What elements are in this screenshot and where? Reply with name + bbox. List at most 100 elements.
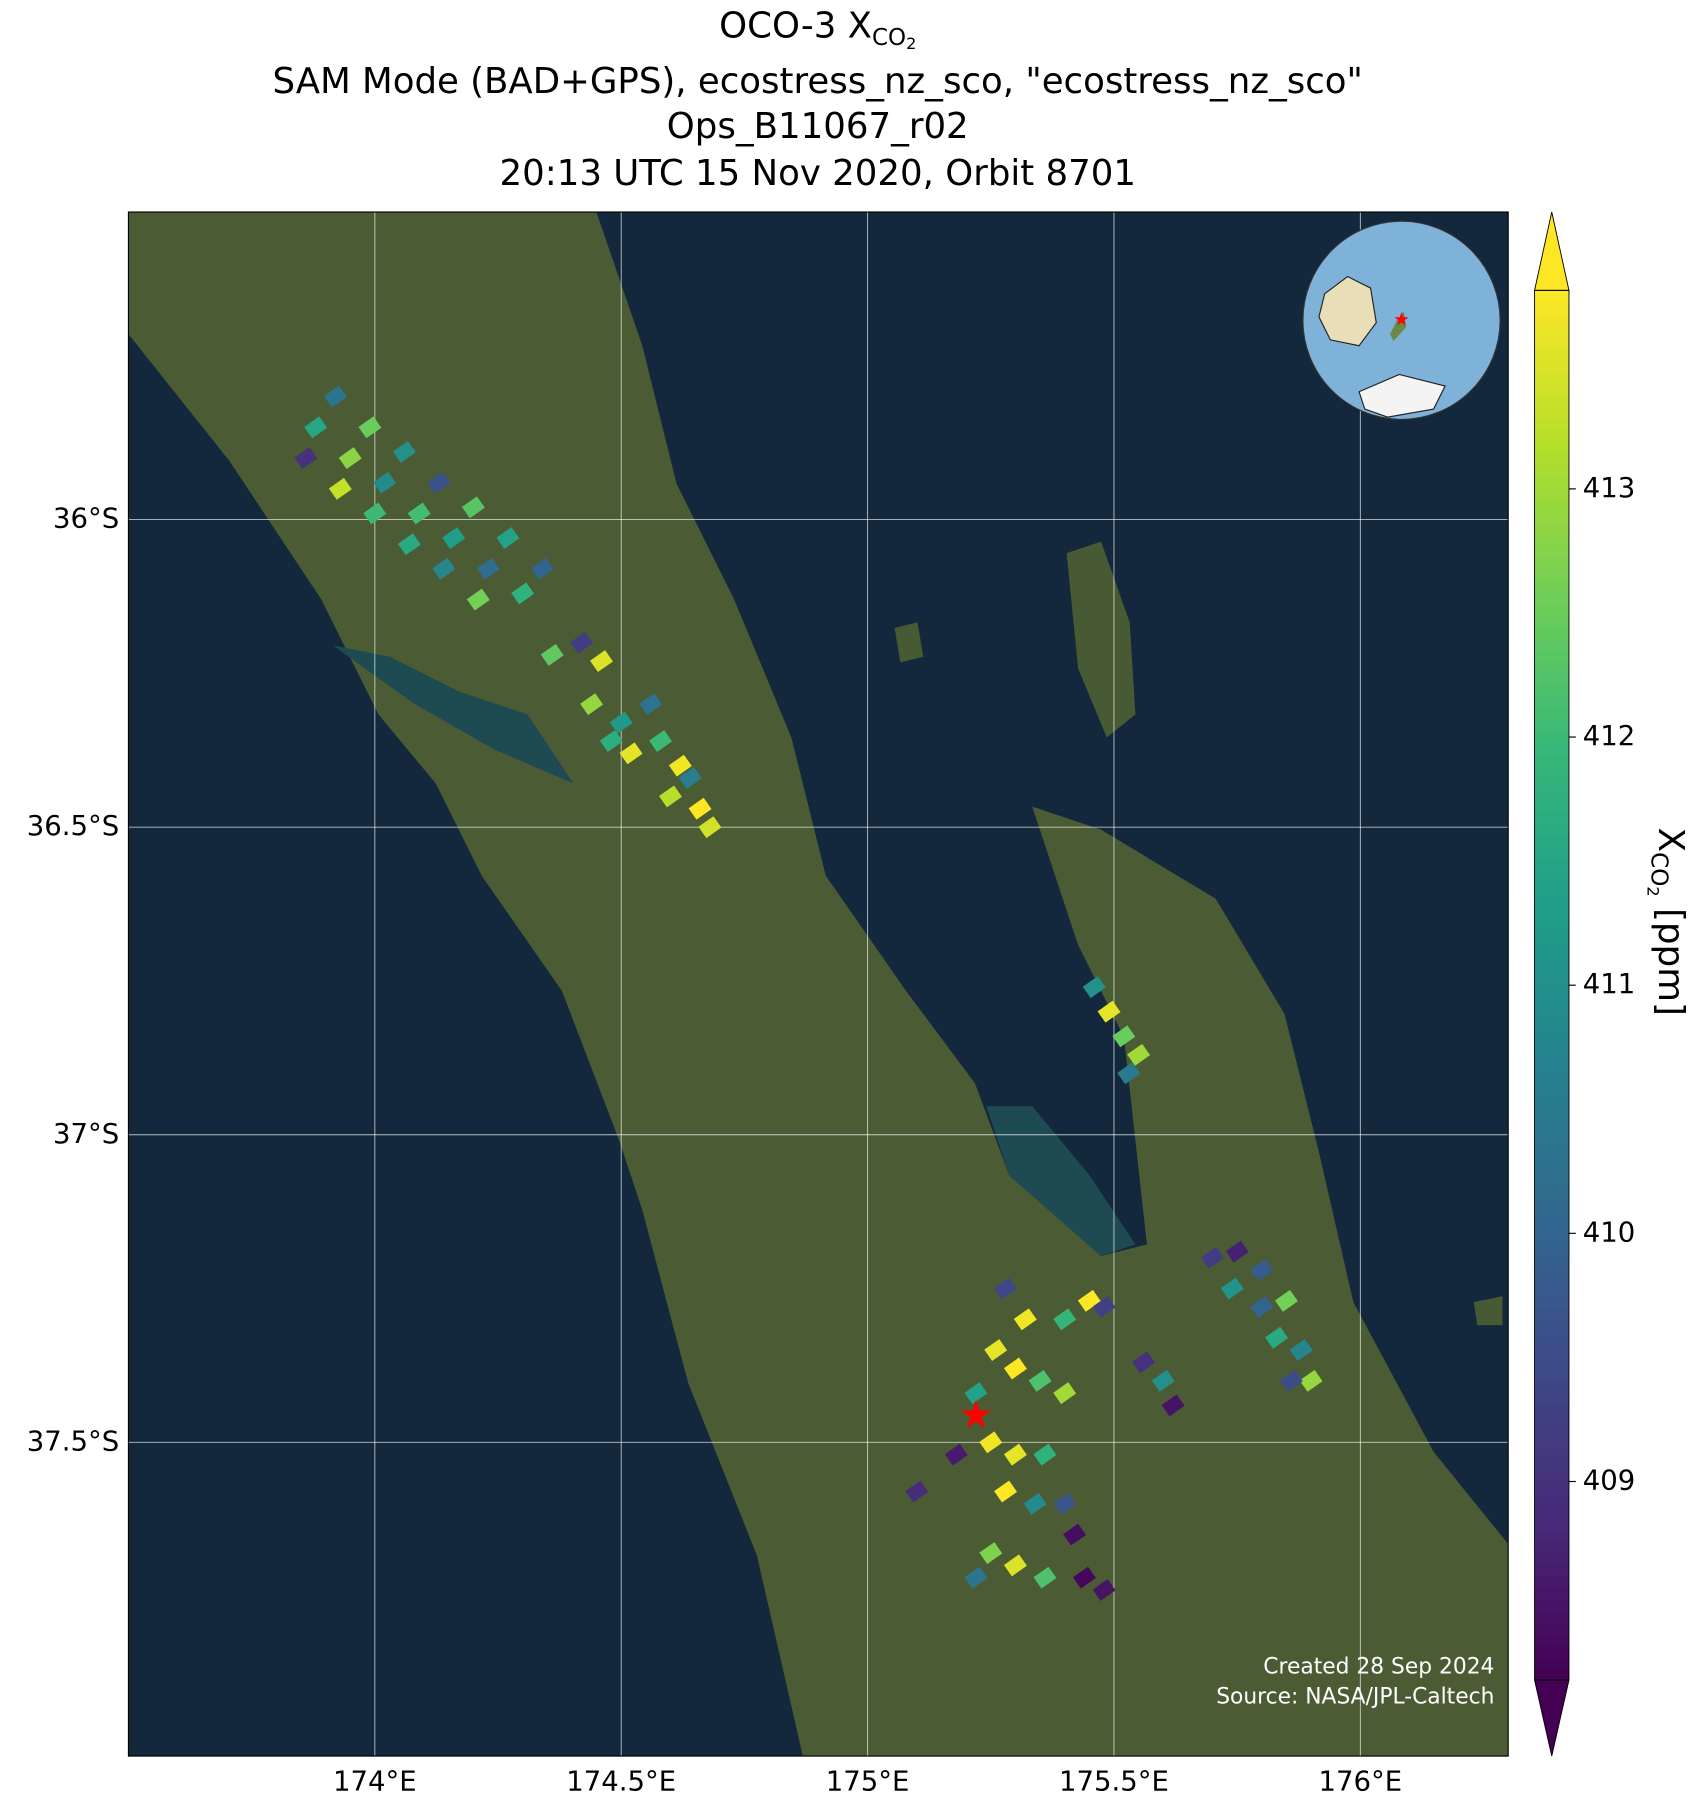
x-tick-label: 176°E [1319,1765,1403,1798]
colorbar-segment [1534,1355,1569,1369]
colorbar-segment [1534,1587,1569,1600]
colorbar-segment [1534,730,1569,743]
colorbar-segment [1534,1205,1569,1218]
antarctica [1358,373,1446,418]
footprint [1289,1339,1313,1362]
credit: Created 28 Sep 2024 [1263,1654,1494,1679]
footprint [590,650,613,673]
colorbar-segment [1534,1378,1569,1392]
footprint [323,385,347,408]
colorbar-segment [1534,904,1569,917]
footprint [1092,1579,1116,1601]
colorbar-segment [1534,1367,1569,1380]
colorbar-segment [1534,603,1569,616]
colorbar-segment [1534,383,1569,396]
colorbar-segment [1534,1170,1569,1183]
colorbar-segment [1534,1541,1569,1554]
colorbar-segment [1534,776,1569,790]
colorbar-segment [1534,1633,1569,1646]
colorbar-segment [1534,1043,1569,1056]
colorbar-segment [1534,1483,1569,1496]
colorbar-segment [1534,799,1569,813]
y-tick-label: 37.5°S [27,1424,119,1457]
colorbar-label-part: [ppm] [1650,897,1691,1016]
colorbar-segment [1534,1436,1569,1450]
footprint [1082,976,1106,999]
island [894,622,924,663]
footprint [609,711,633,734]
colorbar-segment [1534,371,1569,384]
colorbar-segment [1534,823,1569,836]
colorbar-segment [1534,649,1569,662]
colorbar-segment [1534,568,1569,581]
colorbar-segment [1534,950,1569,963]
colorbar-segment [1534,429,1569,442]
footprint [1201,1246,1224,1269]
colorbar-segment [1534,880,1569,894]
colorbar-segment [1534,1344,1569,1357]
colorbar-segment [1534,1031,1569,1044]
footprint [1033,1443,1057,1466]
x-tick-label: 174°E [333,1765,417,1798]
colorbar-label-part: X [1650,828,1691,852]
footprint [511,582,535,605]
colorbar-segment [1534,1251,1569,1264]
colorbar-label-part: CO [1646,852,1672,886]
colorbar-segment [1534,1321,1569,1334]
footprint [964,1382,988,1405]
footprint [1279,1369,1303,1392]
footprint [964,1566,988,1589]
colorbar-segment [1534,1506,1569,1519]
footprint [1003,1554,1027,1577]
colorbar-segment [1534,1100,1569,1114]
colorbar-segment [1534,1598,1569,1612]
colorbar-segment [1534,1263,1569,1276]
colorbar-segment [1534,660,1569,674]
footprint [1112,1025,1136,1048]
x-tick-label: 174.5°E [566,1765,676,1798]
colorbar-segment [1534,440,1569,454]
colorbar-label-part: 2 [1644,886,1663,896]
subtitle: SAM Mode (BAD+GPS), ecostress_nz_sco, "e… [273,61,1363,102]
colorbar-segment [1534,301,1569,315]
colorbar-segment [1534,313,1569,326]
colorbar-segment [1534,325,1569,338]
colorbar-segment [1534,464,1569,477]
target-marker: ★ [959,1393,994,1438]
colorbar-segment [1534,718,1569,732]
colorbar-tick-label: 409 [1583,1463,1636,1496]
footprint [1028,1369,1052,1392]
colorbar-segment [1534,684,1569,697]
footprint [392,440,416,463]
colorbar-segment [1534,1622,1569,1635]
footprint [639,693,663,716]
colorbar-tick-label: 410 [1583,1215,1636,1248]
harbour [986,1106,1136,1256]
colorbar-segment [1534,927,1569,940]
footprint [698,816,722,839]
colorbar-segment [1534,556,1569,569]
colorbar-segment [1534,1402,1569,1415]
colorbar-segment [1534,1459,1569,1473]
footprint [1117,1062,1141,1085]
footprint [1092,1296,1116,1318]
colorbar-segment [1534,1448,1569,1461]
colorbar-segment [1534,1575,1569,1589]
footprint [1225,1240,1249,1263]
x-tick-label: 175.5°E [1059,1765,1169,1798]
footprint [905,1480,929,1503]
colorbar-segment [1534,1147,1569,1160]
footprint [619,742,643,765]
australia [1318,275,1377,347]
footprint [1250,1259,1274,1282]
colorbar-segment [1534,1564,1569,1577]
colorbar-segment [1534,892,1569,905]
footprint [1003,1357,1027,1380]
colorbar-segment [1534,475,1569,488]
colorbar-segment [1534,788,1569,801]
footprint [1003,1443,1027,1466]
colorbar-segment [1534,1193,1569,1206]
colorbar-segment [1534,1297,1569,1311]
colorbar-segment [1534,1552,1569,1565]
colorbar-segment [1534,545,1569,558]
